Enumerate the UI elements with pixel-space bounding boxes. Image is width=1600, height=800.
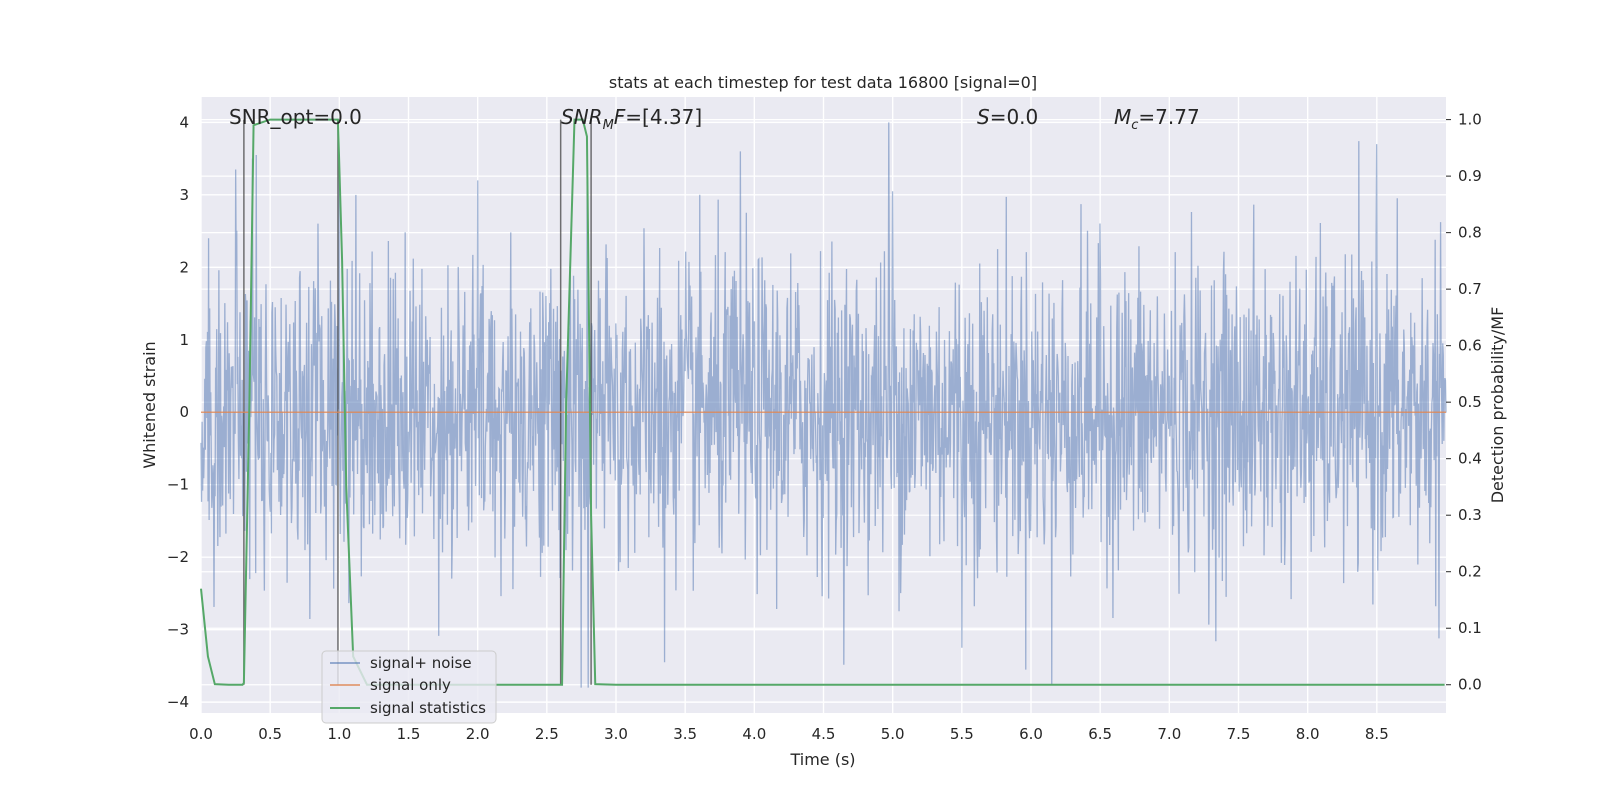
x-tick-label: 5.5 [950, 725, 974, 743]
x-tick-label: 8.0 [1296, 725, 1320, 743]
y2-tick-label: 0.7 [1458, 280, 1482, 298]
series-signal-noise [200, 122, 1447, 688]
y-axis-label: Whitened strain [140, 341, 159, 468]
y2-tick-label: 0.4 [1458, 450, 1482, 468]
legend-label-signal-statistics: signal statistics [370, 699, 486, 717]
y2-axis-label: Detection probability/MF [1488, 307, 1507, 504]
axes: 0.0 0.5 1.0 1.5 2.0 2.5 3.0 3.5 4.0 4.5 5.0 5.5 6.0 6… [167, 111, 1482, 743]
x-tick-label: 8.5 [1365, 725, 1389, 743]
noise-trace [200, 122, 1447, 688]
x-tick-label: 3.5 [673, 725, 697, 743]
legend-label-signal-only: signal only [370, 676, 451, 694]
y-tick-label: 0 [179, 403, 189, 421]
y2-tick-label: 0.9 [1458, 167, 1482, 185]
x-tick-label: 5.0 [881, 725, 905, 743]
annotation-snr-mf: SNRMF=[4.37] [561, 105, 702, 133]
x-tick-label: 4.5 [812, 725, 836, 743]
y2-tick-label: 0.6 [1458, 337, 1482, 355]
y2-tick-label: 0.8 [1458, 224, 1482, 242]
x-tick-label: 6.0 [1019, 725, 1043, 743]
y-tick-label: 4 [179, 113, 189, 131]
legend: signal+ noise signal only signal statist… [321, 650, 497, 724]
y2-tick-label: 0.0 [1458, 676, 1482, 694]
y2-tick-label: 0.2 [1458, 563, 1482, 581]
chart-title: stats at each timestep for test data 168… [609, 73, 1037, 92]
x-tick-label: 2.5 [535, 725, 559, 743]
annotation-mc: Mc=7.77 [1114, 105, 1200, 133]
x-tick-label: 7.0 [1157, 725, 1181, 743]
y-tick-label: 1 [179, 331, 189, 349]
y2-tick-label: 0.1 [1458, 619, 1482, 637]
x-tick-label: 6.5 [1088, 725, 1112, 743]
y-tick-label: −1 [167, 476, 189, 494]
annotation-snr-opt: SNR_opt=0.0 [229, 105, 362, 129]
y-tick-label: 2 [179, 258, 189, 276]
y-tick-label: −2 [167, 548, 189, 566]
y-tick-label: −4 [167, 693, 189, 711]
y2-tick-label: 0.5 [1458, 393, 1482, 411]
x-tick-label: 0.5 [258, 725, 282, 743]
legend-label-signal-noise: signal+ noise [370, 654, 472, 672]
y2-tick-label: 1.0 [1458, 111, 1482, 129]
x-tick-label: 1.5 [397, 725, 421, 743]
y-tick-label: −3 [167, 621, 189, 639]
annotation-s: S=0.0 [977, 105, 1038, 129]
x-tick-label: 3.0 [604, 725, 628, 743]
x-tick-label: 4.0 [742, 725, 766, 743]
y-tick-label: 3 [179, 186, 189, 204]
x-tick-label: 2.0 [466, 725, 490, 743]
y2-tick-label: 0.3 [1458, 506, 1482, 524]
x-axis-label: Time (s) [789, 750, 855, 769]
x-tick-label: 7.5 [1227, 725, 1251, 743]
x-tick-label: 1.0 [327, 725, 351, 743]
x-tick-label: 0.0 [189, 725, 213, 743]
